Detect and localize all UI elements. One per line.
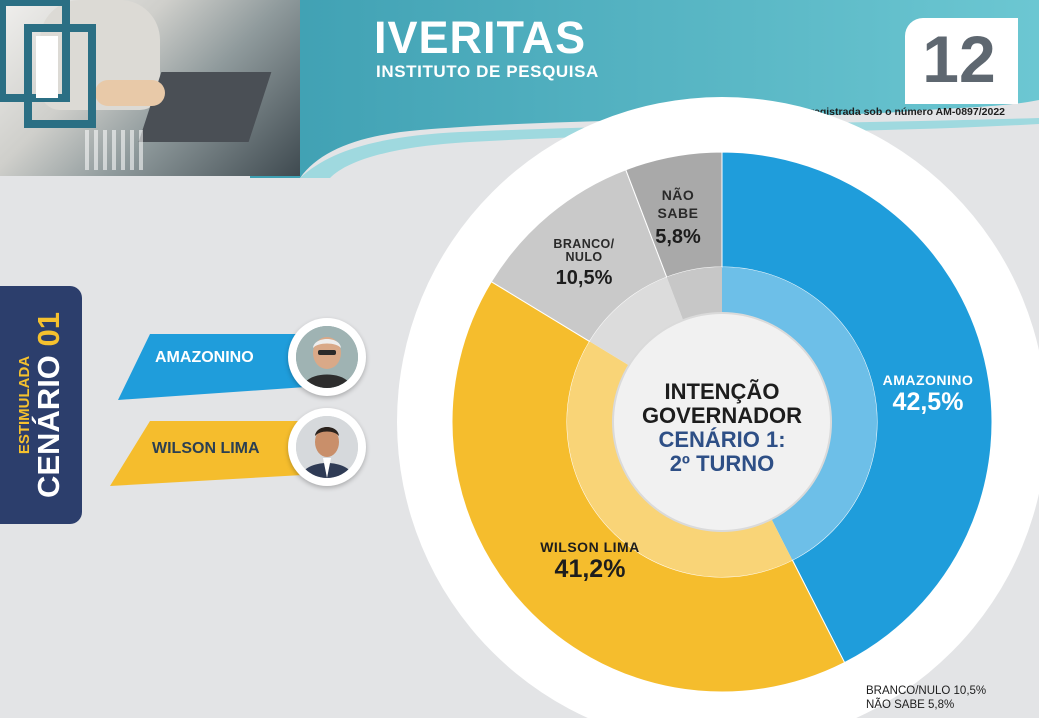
- chart-title-line1: INTENÇÃO: [664, 379, 780, 404]
- header: IVERITAS INSTITUTO DE PESQUISA 12 Pesqui…: [0, 0, 1039, 178]
- footnote: BRANCO/NULO 10,5% NÃO SABE 5,8%: [866, 684, 986, 712]
- avatar-wilson-lima: [288, 408, 366, 486]
- chart-subtitle-line1: CENÁRIO 1:: [658, 427, 786, 452]
- chart-center-disc: [612, 312, 832, 532]
- slice-name-wilson-lima: WILSON LIMA: [540, 539, 640, 555]
- chart-center-text: INTENÇÃO GOVERNADOR CENÁRIO 1: 2º TURNO: [612, 380, 832, 476]
- slice-label-branco-nulo: BRANCO/ NULO 10,5%: [540, 238, 628, 290]
- logo-icon: [0, 0, 96, 128]
- footnote-line1: BRANCO/NULO 10,5%: [866, 685, 987, 697]
- brand-subtitle: INSTITUTO DE PESQUISA: [376, 62, 599, 81]
- brand-title: IVERITAS: [374, 12, 587, 63]
- page-number: 12: [922, 22, 996, 96]
- slice-value-amazonino: 42,5%: [892, 388, 964, 416]
- header-photo: [0, 0, 300, 176]
- slice-name-amazonino: AMAZONINO: [882, 372, 974, 388]
- donut-slice-inner-branco-nulo: [589, 277, 687, 371]
- candidate-label-wilson-lima: WILSON LIMA: [152, 440, 260, 457]
- candidate-label-amazonino: AMAZONINO: [155, 349, 254, 366]
- slice-value-nao-sabe: 5,8%: [655, 226, 701, 248]
- chart-title-line2: GOVERNADOR: [641, 403, 803, 428]
- scenario-tag: [0, 286, 82, 524]
- slice-label-wilson-lima: WILSON LIMA 41,2%: [530, 539, 650, 584]
- chart-subtitle-line2: 2º TURNO: [669, 451, 775, 476]
- page-number-box: [905, 18, 1018, 104]
- slice-label-nao-sabe: NÃO SABE 5,8%: [640, 186, 716, 249]
- header-background: [250, 0, 1039, 178]
- slice-name-branco-nulo: BRANCO/ NULO: [553, 237, 615, 264]
- slice-value-branco-nulo: 10,5%: [555, 267, 613, 289]
- avatar-amazonino: [288, 318, 366, 396]
- footnote-line2: NÃO SABE 5,8%: [866, 699, 955, 711]
- slice-name-nao-sabe: NÃO SABE: [657, 187, 699, 221]
- slice-label-amazonino: AMAZONINO 42,5%: [868, 372, 988, 417]
- slice-value-wilson-lima: 41,2%: [554, 555, 626, 583]
- donut-slice-inner-amazonino: [722, 267, 877, 561]
